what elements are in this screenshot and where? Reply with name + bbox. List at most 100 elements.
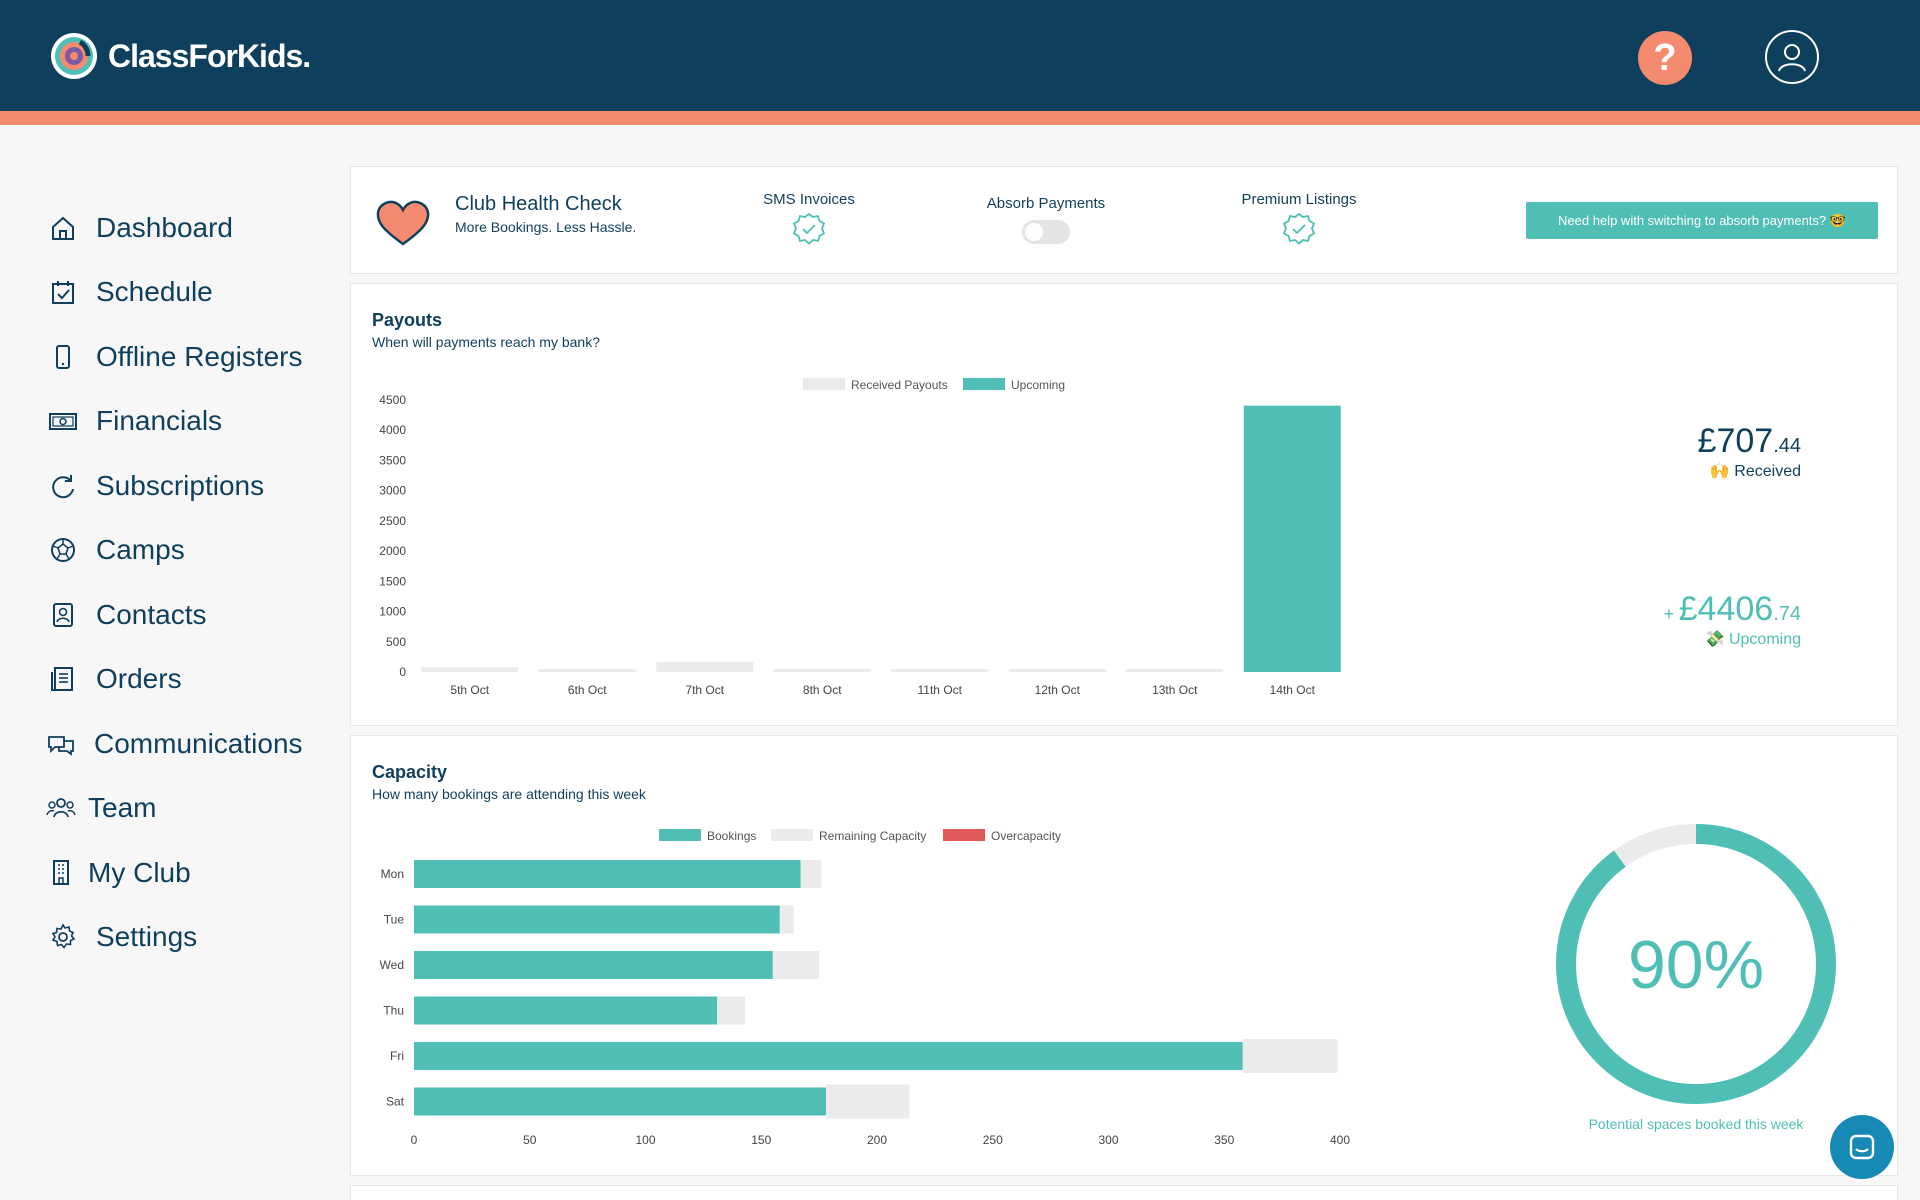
y-tick-label: Thu <box>383 1004 404 1018</box>
sidebar-item-subscriptions[interactable]: Subscriptions <box>48 464 264 508</box>
upcoming-amount: + £4406.74 💸 Upcoming <box>1591 590 1801 649</box>
legend-label-remaining: Remaining Capacity <box>819 829 926 843</box>
payouts-card: Payouts When will payments reach my bank… <box>350 283 1898 726</box>
sidebar-item-my-club[interactable]: My Club <box>46 851 191 895</box>
bookings-bar <box>414 1042 1243 1070</box>
sidebar-item-label: My Club <box>88 857 191 888</box>
absorb-payments-label: Absorb Payments <box>986 195 1106 212</box>
x-tick-label: 350 <box>1214 1133 1234 1147</box>
bookings-bar <box>414 996 718 1025</box>
remaining-capacity-bar <box>717 996 746 1025</box>
x-tick-label: 12th Oct <box>1035 683 1081 697</box>
verified-check-icon <box>1282 212 1316 245</box>
sidebar-item-label: Schedule <box>96 276 213 307</box>
user-menu-button[interactable] <box>1765 30 1819 84</box>
chat-bubbles-icon <box>48 736 74 756</box>
upcoming-decimal: .74 <box>1773 603 1801 625</box>
donut-percentage: 90% <box>1628 927 1764 1003</box>
sidebar-item-orders[interactable]: Orders <box>48 657 182 701</box>
capacity-subtitle: How many bookings are attending this wee… <box>372 786 646 802</box>
bookings-bar <box>414 860 801 888</box>
x-tick-label: 14th Oct <box>1270 683 1316 697</box>
premium-listings-status: Premium Listings <box>1199 191 1399 250</box>
received-payout-bar <box>421 667 519 672</box>
premium-listings-label: Premium Listings <box>1241 191 1357 208</box>
sidebar-item-settings[interactable]: Settings <box>48 915 197 959</box>
received-amount: £707.44 🙌 Received <box>1641 422 1801 481</box>
remaining-capacity-bar <box>772 951 820 979</box>
y-tick-label: 3500 <box>379 453 406 467</box>
absorb-payments-status: Absorb Payments <box>946 195 1146 244</box>
x-tick-label: 11th Oct <box>918 683 963 697</box>
logo-text: ClassForKids. <box>108 37 311 74</box>
received-payout-bar <box>656 661 754 672</box>
y-tick-label: 4500 <box>379 393 406 407</box>
legend-label-overcapacity: Overcapacity <box>991 829 1061 843</box>
sidebar-item-contacts[interactable]: Contacts <box>48 593 207 637</box>
calendar-icon <box>52 281 74 304</box>
legend-swatch-bookings <box>659 829 701 841</box>
sidebar-item-camps[interactable]: Camps <box>48 528 185 572</box>
x-tick-label: 0 <box>411 1133 418 1147</box>
sidebar-item-label: Dashboard <box>96 212 233 243</box>
legend-label-received: Received Payouts <box>851 378 948 392</box>
top-bar: ClassForKids. ? <box>0 0 1920 111</box>
received-payout-bar <box>891 669 989 672</box>
heart-icon <box>376 200 430 246</box>
sidebar-item-label: Subscriptions <box>96 470 265 501</box>
received-label: 🙌 Received <box>1709 463 1801 480</box>
health-title: Club Health Check <box>455 193 622 215</box>
logo-icon <box>51 33 97 79</box>
sms-invoices-label: SMS Invoices <box>763 191 855 208</box>
verified-check-icon <box>792 212 826 245</box>
y-tick-label: 0 <box>399 665 406 679</box>
x-tick-label: 6th Oct <box>568 683 607 697</box>
bookings-bar <box>414 1087 827 1116</box>
payouts-title: Payouts <box>372 310 443 330</box>
building-icon <box>53 860 69 885</box>
chat-launcher-button[interactable] <box>1830 1115 1894 1179</box>
refresh-icon <box>52 475 74 499</box>
next-card <box>350 1185 1898 1200</box>
received-payout-bar <box>1126 669 1224 672</box>
x-tick-label: 250 <box>983 1133 1003 1147</box>
gear-icon <box>51 923 76 949</box>
remaining-capacity-bar <box>826 1084 910 1119</box>
chat-icon <box>1849 1134 1875 1160</box>
sidebar-item-schedule[interactable]: Schedule <box>48 270 213 314</box>
y-tick-label: 2500 <box>379 514 406 528</box>
sidebar-item-offline-registers[interactable]: Offline Registers <box>48 335 302 379</box>
sidebar-item-communications[interactable]: Communications <box>46 722 303 766</box>
receipt-icon <box>51 667 73 691</box>
sidebar-item-financials[interactable]: Financials <box>48 399 222 443</box>
sidebar-item-label: Orders <box>96 663 182 694</box>
legend-label-upcoming: Upcoming <box>1011 378 1065 392</box>
donut-caption: Potential spaces booked this week <box>1588 1116 1804 1132</box>
accent-stripe <box>0 111 1920 125</box>
banknote-icon <box>49 413 77 430</box>
y-tick-label: Tue <box>384 913 405 927</box>
received-payout-bar <box>773 669 871 672</box>
absorb-payments-toggle[interactable] <box>1022 220 1070 244</box>
bookings-bar <box>414 905 780 934</box>
capacity-card: Capacity How many bookings are attending… <box>350 735 1898 1176</box>
x-tick-label: 150 <box>751 1133 771 1147</box>
payouts-subtitle: When will payments reach my bank? <box>372 334 600 350</box>
sidebar-item-team[interactable]: Team <box>46 786 156 830</box>
contact-card-icon <box>53 603 73 627</box>
help-button[interactable]: ? <box>1638 31 1692 85</box>
donut-booked-slice <box>1556 824 1836 1104</box>
x-tick-label: 7th Oct <box>685 683 724 697</box>
y-tick-label: 4000 <box>379 423 406 437</box>
y-tick-label: Wed <box>380 958 404 972</box>
sidebar-item-dashboard[interactable]: Dashboard <box>48 206 233 250</box>
absorb-help-button[interactable]: Need help with switching to absorb payme… <box>1526 202 1878 239</box>
sidebar-item-label: Offline Registers <box>96 341 303 372</box>
logo[interactable]: ClassForKids. <box>50 32 311 80</box>
bookings-bar <box>414 951 773 979</box>
x-tick-label: 13th Oct <box>1152 683 1198 697</box>
received-decimal: .44 <box>1773 435 1801 457</box>
legend-label-bookings: Bookings <box>707 829 756 843</box>
upcoming-payout-bar <box>1243 405 1341 672</box>
upcoming-prefix: + <box>1663 604 1675 624</box>
